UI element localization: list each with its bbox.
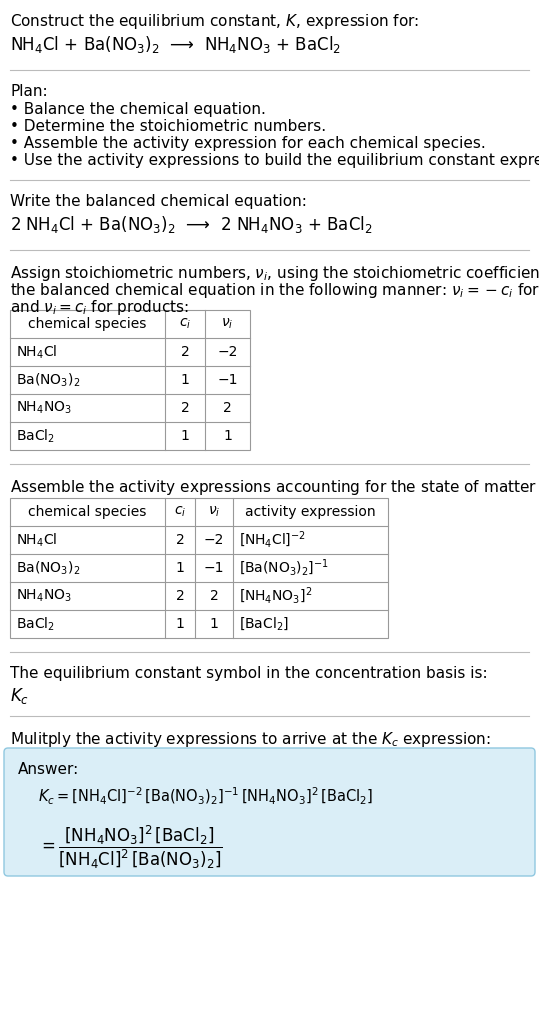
Text: activity expression: activity expression	[245, 505, 376, 519]
Text: 1: 1	[181, 373, 189, 387]
Text: • Balance the chemical equation.: • Balance the chemical equation.	[10, 102, 266, 117]
Text: 2: 2	[176, 589, 184, 604]
Text: $c_i$: $c_i$	[179, 317, 191, 331]
Text: [BaCl$_2$]: [BaCl$_2$]	[239, 616, 289, 632]
Text: 1: 1	[176, 561, 184, 575]
Text: NH$_4$Cl: NH$_4$Cl	[16, 531, 57, 549]
Text: $K_c$: $K_c$	[10, 686, 29, 706]
Text: chemical species: chemical species	[29, 505, 147, 519]
Text: • Use the activity expressions to build the equilibrium constant expression.: • Use the activity expressions to build …	[10, 153, 539, 168]
Text: 1: 1	[181, 429, 189, 443]
Text: • Assemble the activity expression for each chemical species.: • Assemble the activity expression for e…	[10, 136, 486, 151]
Text: −1: −1	[204, 561, 224, 575]
Text: Ba(NO$_3$)$_2$: Ba(NO$_3$)$_2$	[16, 371, 80, 389]
Text: −2: −2	[204, 533, 224, 547]
Text: 1: 1	[223, 429, 232, 443]
Text: −1: −1	[217, 373, 238, 387]
Text: NH$_4$Cl + Ba(NO$_3$)$_2$  ⟶  NH$_4$NO$_3$ + BaCl$_2$: NH$_4$Cl + Ba(NO$_3$)$_2$ ⟶ NH$_4$NO$_3$…	[10, 34, 341, 55]
Text: 2: 2	[176, 533, 184, 547]
Text: Write the balanced chemical equation:: Write the balanced chemical equation:	[10, 194, 307, 209]
Text: BaCl$_2$: BaCl$_2$	[16, 428, 55, 445]
Text: chemical species: chemical species	[29, 317, 147, 331]
Text: [NH$_4$NO$_3$]$^2$: [NH$_4$NO$_3$]$^2$	[239, 586, 312, 607]
Text: NH$_4$Cl: NH$_4$Cl	[16, 343, 57, 361]
FancyBboxPatch shape	[4, 748, 535, 876]
Text: $\nu_i$: $\nu_i$	[222, 317, 234, 331]
Text: and $\nu_i = c_i$ for products:: and $\nu_i = c_i$ for products:	[10, 298, 189, 317]
Text: 2: 2	[181, 345, 189, 359]
Text: • Determine the stoichiometric numbers.: • Determine the stoichiometric numbers.	[10, 119, 326, 134]
Text: 1: 1	[176, 617, 184, 631]
Text: $c_i$: $c_i$	[174, 505, 186, 519]
Text: 2: 2	[223, 401, 232, 415]
Text: [Ba(NO$_3$)$_2$]$^{-1}$: [Ba(NO$_3$)$_2$]$^{-1}$	[239, 558, 329, 578]
Text: $\nu_i$: $\nu_i$	[208, 505, 220, 519]
Text: Assign stoichiometric numbers, $\nu_i$, using the stoichiometric coefficients, $: Assign stoichiometric numbers, $\nu_i$, …	[10, 264, 539, 283]
Text: Answer:: Answer:	[18, 762, 79, 777]
Text: The equilibrium constant symbol in the concentration basis is:: The equilibrium constant symbol in the c…	[10, 666, 488, 681]
Text: Plan:: Plan:	[10, 84, 47, 99]
Text: 2 NH$_4$Cl + Ba(NO$_3$)$_2$  ⟶  2 NH$_4$NO$_3$ + BaCl$_2$: 2 NH$_4$Cl + Ba(NO$_3$)$_2$ ⟶ 2 NH$_4$NO…	[10, 214, 373, 235]
Text: $K_c = [\mathrm{NH_4Cl}]^{-2}\,[\mathrm{Ba(NO_3)_2}]^{-1}\,[\mathrm{NH_4NO_3}]^{: $K_c = [\mathrm{NH_4Cl}]^{-2}\,[\mathrm{…	[38, 786, 373, 807]
Text: NH$_4$NO$_3$: NH$_4$NO$_3$	[16, 588, 72, 605]
Text: the balanced chemical equation in the following manner: $\nu_i = -c_i$ for react: the balanced chemical equation in the fo…	[10, 281, 539, 300]
Text: Mulitply the activity expressions to arrive at the $K_c$ expression:: Mulitply the activity expressions to arr…	[10, 731, 490, 749]
Text: −2: −2	[217, 345, 238, 359]
Text: 2: 2	[210, 589, 218, 604]
Text: Assemble the activity expressions accounting for the state of matter and $\nu_i$: Assemble the activity expressions accoun…	[10, 478, 539, 497]
Text: Ba(NO$_3$)$_2$: Ba(NO$_3$)$_2$	[16, 559, 80, 577]
Text: BaCl$_2$: BaCl$_2$	[16, 616, 55, 633]
Text: NH$_4$NO$_3$: NH$_4$NO$_3$	[16, 400, 72, 417]
Text: 2: 2	[181, 401, 189, 415]
Text: 1: 1	[210, 617, 218, 631]
Bar	[10, 310, 250, 450]
Text: Construct the equilibrium constant, $K$, expression for:: Construct the equilibrium constant, $K$,…	[10, 12, 419, 31]
Text: $= \dfrac{[\mathrm{NH_4NO_3}]^2\,[\mathrm{BaCl_2}]}{[\mathrm{NH_4Cl}]^2\,[\mathr: $= \dfrac{[\mathrm{NH_4NO_3}]^2\,[\mathr…	[38, 824, 223, 872]
Bar	[10, 498, 388, 638]
Text: [NH$_4$Cl]$^{-2}$: [NH$_4$Cl]$^{-2}$	[239, 529, 306, 551]
